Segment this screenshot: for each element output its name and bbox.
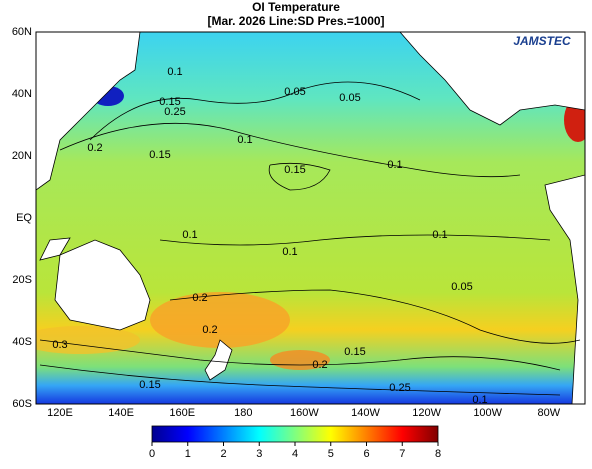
subtitle: [Mar. 2026 Line:SD Pres.=1000] (207, 14, 384, 28)
contour-label: 0.2 (87, 142, 102, 154)
colorbar-tick-label: 4 (292, 448, 298, 460)
map-area (36, 32, 585, 404)
colorbar-tick-label: 5 (328, 448, 334, 460)
contour-label: 0.3 (52, 339, 67, 351)
contour-label: 0.1 (387, 159, 402, 171)
lon-label: 140W (351, 407, 380, 419)
lat-label: EQ (16, 212, 32, 224)
lon-label: 140E (108, 407, 134, 419)
colorbar-tick-label: 2 (220, 448, 226, 460)
colorbar-tick-label: 1 (185, 448, 191, 460)
lon-label: 120E (47, 407, 73, 419)
lon-label: 80W (537, 407, 560, 419)
north-america-land (399, 32, 585, 126)
contour-label: 0.1 (237, 134, 252, 146)
lon-label: 160E (169, 407, 195, 419)
contour-line (39, 364, 561, 396)
contour-label: 0.05 (451, 281, 472, 293)
colorbar-tick-label: 6 (363, 448, 369, 460)
colorbar (151, 425, 439, 443)
colorbar-tick-label: 8 (435, 448, 441, 460)
colorbar-tick-label: 3 (256, 448, 262, 460)
lat-label: 60N (12, 26, 32, 38)
contour-line (39, 339, 561, 371)
contour-line (169, 289, 581, 344)
contour-label: 0.05 (284, 86, 305, 98)
lon-label: 180 (234, 407, 252, 419)
contour-line (89, 81, 421, 141)
islands-land (39, 237, 71, 261)
contour-label: 0.15 (149, 149, 170, 161)
new-zealand-land (204, 339, 233, 381)
contour-line (268, 162, 331, 191)
contour-label: 0.05 (339, 92, 360, 104)
contour-label: 0.1 (472, 394, 487, 406)
contour-label: 0.1 (432, 229, 447, 241)
contour-label: 0.2 (192, 292, 207, 304)
contour-label: 0.25 (164, 106, 185, 118)
contour-label: 0.15 (139, 379, 160, 391)
contour-label: 0.1 (182, 229, 197, 241)
lat-label: 40N (12, 88, 32, 100)
lat-label: 20N (12, 150, 32, 162)
contour-label: 0.2 (312, 359, 327, 371)
logo: JAMSTEC (513, 34, 571, 48)
contour-label: 0.15 (284, 164, 305, 176)
contour-label: 0.2 (202, 324, 217, 336)
contour-label: 0.1 (167, 66, 182, 78)
lon-label: 160W (290, 407, 319, 419)
contour-label: 0.25 (389, 382, 410, 394)
colorbar-tick-label: 0 (149, 448, 155, 460)
contour-label: 0.15 (344, 346, 365, 358)
lat-label: 20S (12, 274, 32, 286)
contour-label: 0.15 (159, 96, 180, 108)
warm-patch (150, 292, 290, 348)
lon-label: 120W (412, 407, 441, 419)
lon-label: 100W (473, 407, 502, 419)
lat-label: 60S (12, 398, 32, 410)
south-america-land (544, 174, 585, 404)
colorbar-tick-label: 7 (399, 448, 405, 460)
contour-line (59, 122, 521, 178)
map-frame (35, 31, 586, 405)
australia-land (54, 239, 151, 331)
asia-land (36, 32, 141, 191)
contour-line (159, 234, 551, 246)
contour-label: 0.1 (282, 246, 297, 258)
warm-patch (36, 326, 140, 354)
lat-label: 40S (12, 336, 32, 348)
title: OI Temperature (252, 0, 340, 14)
